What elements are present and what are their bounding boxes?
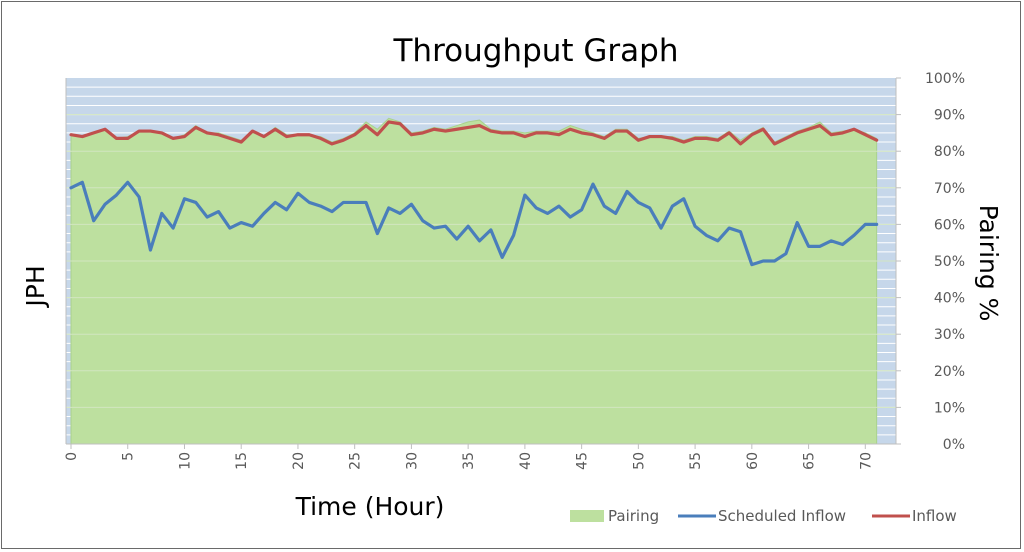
legend-label: Scheduled Inflow [718, 507, 846, 525]
y-tick-label: 100% [925, 71, 965, 87]
legend-label: Pairing [608, 507, 659, 525]
x-axis-title: Time (Hour) [295, 492, 445, 521]
x-tick-label: 5 [121, 452, 137, 461]
y-axis-right-title: Pairing % [974, 205, 1003, 322]
x-tick-label: 25 [348, 452, 364, 470]
series-scheduled-inflow-line [69, 180, 879, 267]
legend-item-scheduled-inflow: Scheduled Inflow [678, 507, 846, 525]
x-tick-label: 15 [234, 452, 250, 470]
legend-item-inflow: Inflow [872, 507, 957, 525]
y-tick-label: 70% [934, 181, 965, 197]
x-tick-label: 65 [802, 452, 818, 470]
y-tick-label: 10% [934, 400, 965, 416]
x-tick-label: 50 [631, 452, 647, 470]
gridlines-overlay [66, 114, 896, 408]
series-pairing-area [70, 117, 878, 445]
x-tick-label: 10 [177, 452, 193, 470]
x-tick-label: 60 [745, 452, 761, 470]
x-tick-label: 30 [404, 452, 420, 470]
y-axis-left-title: JPH [21, 265, 50, 308]
y-tick-label: 50% [934, 254, 965, 270]
x-tick-label: 70 [858, 452, 874, 470]
y-tick-label: 20% [934, 364, 965, 380]
legend-item-pairing: Pairing [570, 507, 659, 525]
x-tick-label: 55 [688, 452, 704, 470]
y-tick-label: 30% [934, 327, 965, 343]
y-tick-label: 80% [934, 144, 965, 160]
x-tick-label: 0 [64, 452, 80, 461]
x-tick-label: 40 [518, 452, 534, 470]
plot-area: 0 5 10 15 20 25 30 35 40 45 50 55 60 65 70 0% 10% 20% 30% 4… [64, 71, 965, 470]
legend-swatch [570, 510, 604, 522]
y-tick-label: 0% [943, 437, 965, 453]
y-tick-label: 90% [934, 108, 965, 124]
legend-label: Inflow [912, 507, 957, 525]
series-inflow-line [69, 120, 879, 146]
chart-title: Throughput Graph [392, 33, 678, 69]
x-tick-label: 35 [461, 452, 477, 470]
y-tick-label: 40% [934, 291, 965, 307]
y-tick-label: 60% [934, 217, 965, 233]
x-tick-label: 45 [575, 452, 591, 470]
x-tick-label: 20 [291, 452, 307, 470]
legend: Pairing Scheduled Inflow Inflow [570, 507, 957, 525]
